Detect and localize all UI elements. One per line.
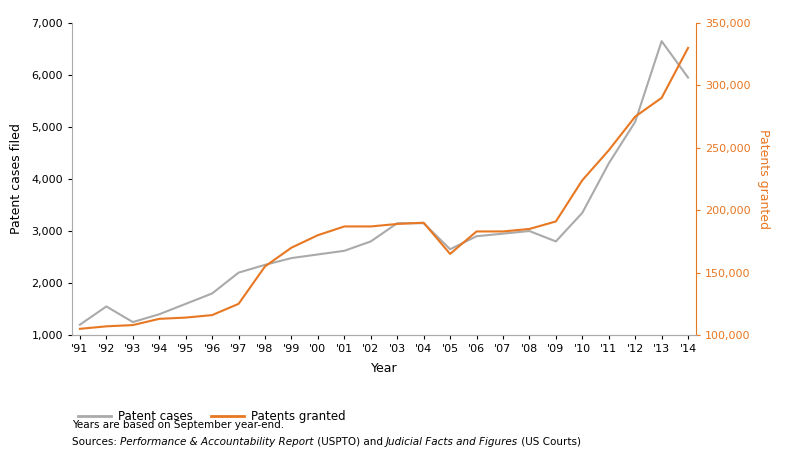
Text: Performance & Accountability Report: Performance & Accountability Report bbox=[120, 437, 314, 447]
Text: Sources:: Sources: bbox=[72, 437, 120, 447]
Text: (US Courts): (US Courts) bbox=[518, 437, 581, 447]
Y-axis label: Patents granted: Patents granted bbox=[757, 129, 770, 229]
Text: Years are based on September year-end.: Years are based on September year-end. bbox=[72, 420, 284, 430]
Legend: Patent cases, Patents granted: Patent cases, Patents granted bbox=[78, 409, 346, 423]
X-axis label: Year: Year bbox=[370, 363, 398, 375]
Y-axis label: Patent cases filed: Patent cases filed bbox=[10, 123, 23, 235]
Text: Judicial Facts and Figures: Judicial Facts and Figures bbox=[386, 437, 518, 447]
Text: (USPTO) and: (USPTO) and bbox=[314, 437, 386, 447]
